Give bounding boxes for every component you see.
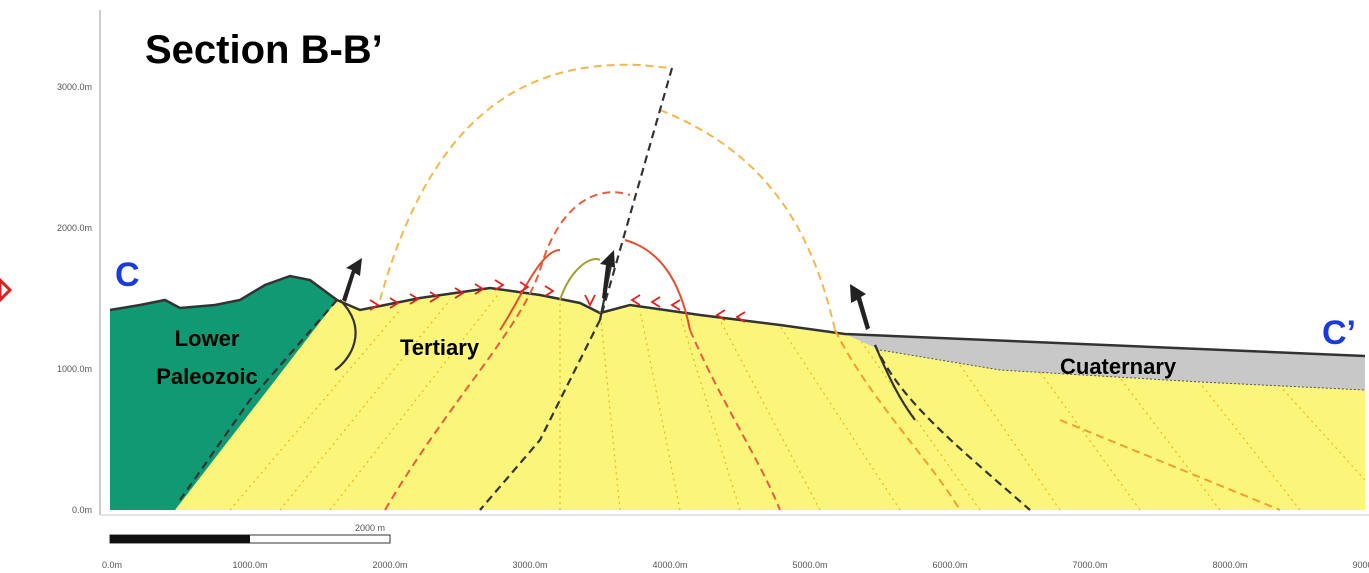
y-tick-label: 0.0m — [72, 505, 92, 515]
label-paleozoic: Paleozoic — [156, 364, 257, 389]
x-ticks: 0.0m 1000.0m 2000.0m 3000.0m 4000.0m 500… — [102, 560, 1369, 570]
title: Section B-B’ — [145, 28, 383, 72]
scale-bar-fill — [110, 535, 250, 543]
label-c-prime: C’ — [1322, 314, 1356, 352]
x-tick-label: 2000.0m — [372, 560, 407, 570]
x-tick-label: 3000.0m — [512, 560, 547, 570]
x-tick-label: 1000.0m — [232, 560, 267, 570]
x-tick-label: 4000.0m — [652, 560, 687, 570]
label-paleozoic: Lower — [175, 326, 240, 351]
label-c: C — [115, 256, 140, 294]
x-tick-label: 9000.0m — [1352, 560, 1369, 570]
x-tick-label: 8000.0m — [1212, 560, 1247, 570]
y-tick-label: 3000.0m — [57, 82, 92, 92]
x-tick-label: 7000.0m — [1072, 560, 1107, 570]
scale-label: 2000 m — [355, 523, 385, 533]
x-tick-label: 0.0m — [102, 560, 122, 570]
x-tick-label: 5000.0m — [792, 560, 827, 570]
x-tick-label: 6000.0m — [932, 560, 967, 570]
y-tick-label: 2000.0m — [57, 223, 92, 233]
y-ticks: 3000.0m 2000.0m 1000.0m 0.0m — [57, 82, 92, 515]
label-tertiary: Tertiary — [400, 335, 480, 360]
cross-section: 3000.0m 2000.0m 1000.0m 0.0m 0.0m 1000.0… — [0, 0, 1369, 573]
y-tick-label: 1000.0m — [57, 364, 92, 374]
marker — [0, 280, 10, 300]
label-cuaternary: Cuaternary — [1060, 354, 1177, 379]
